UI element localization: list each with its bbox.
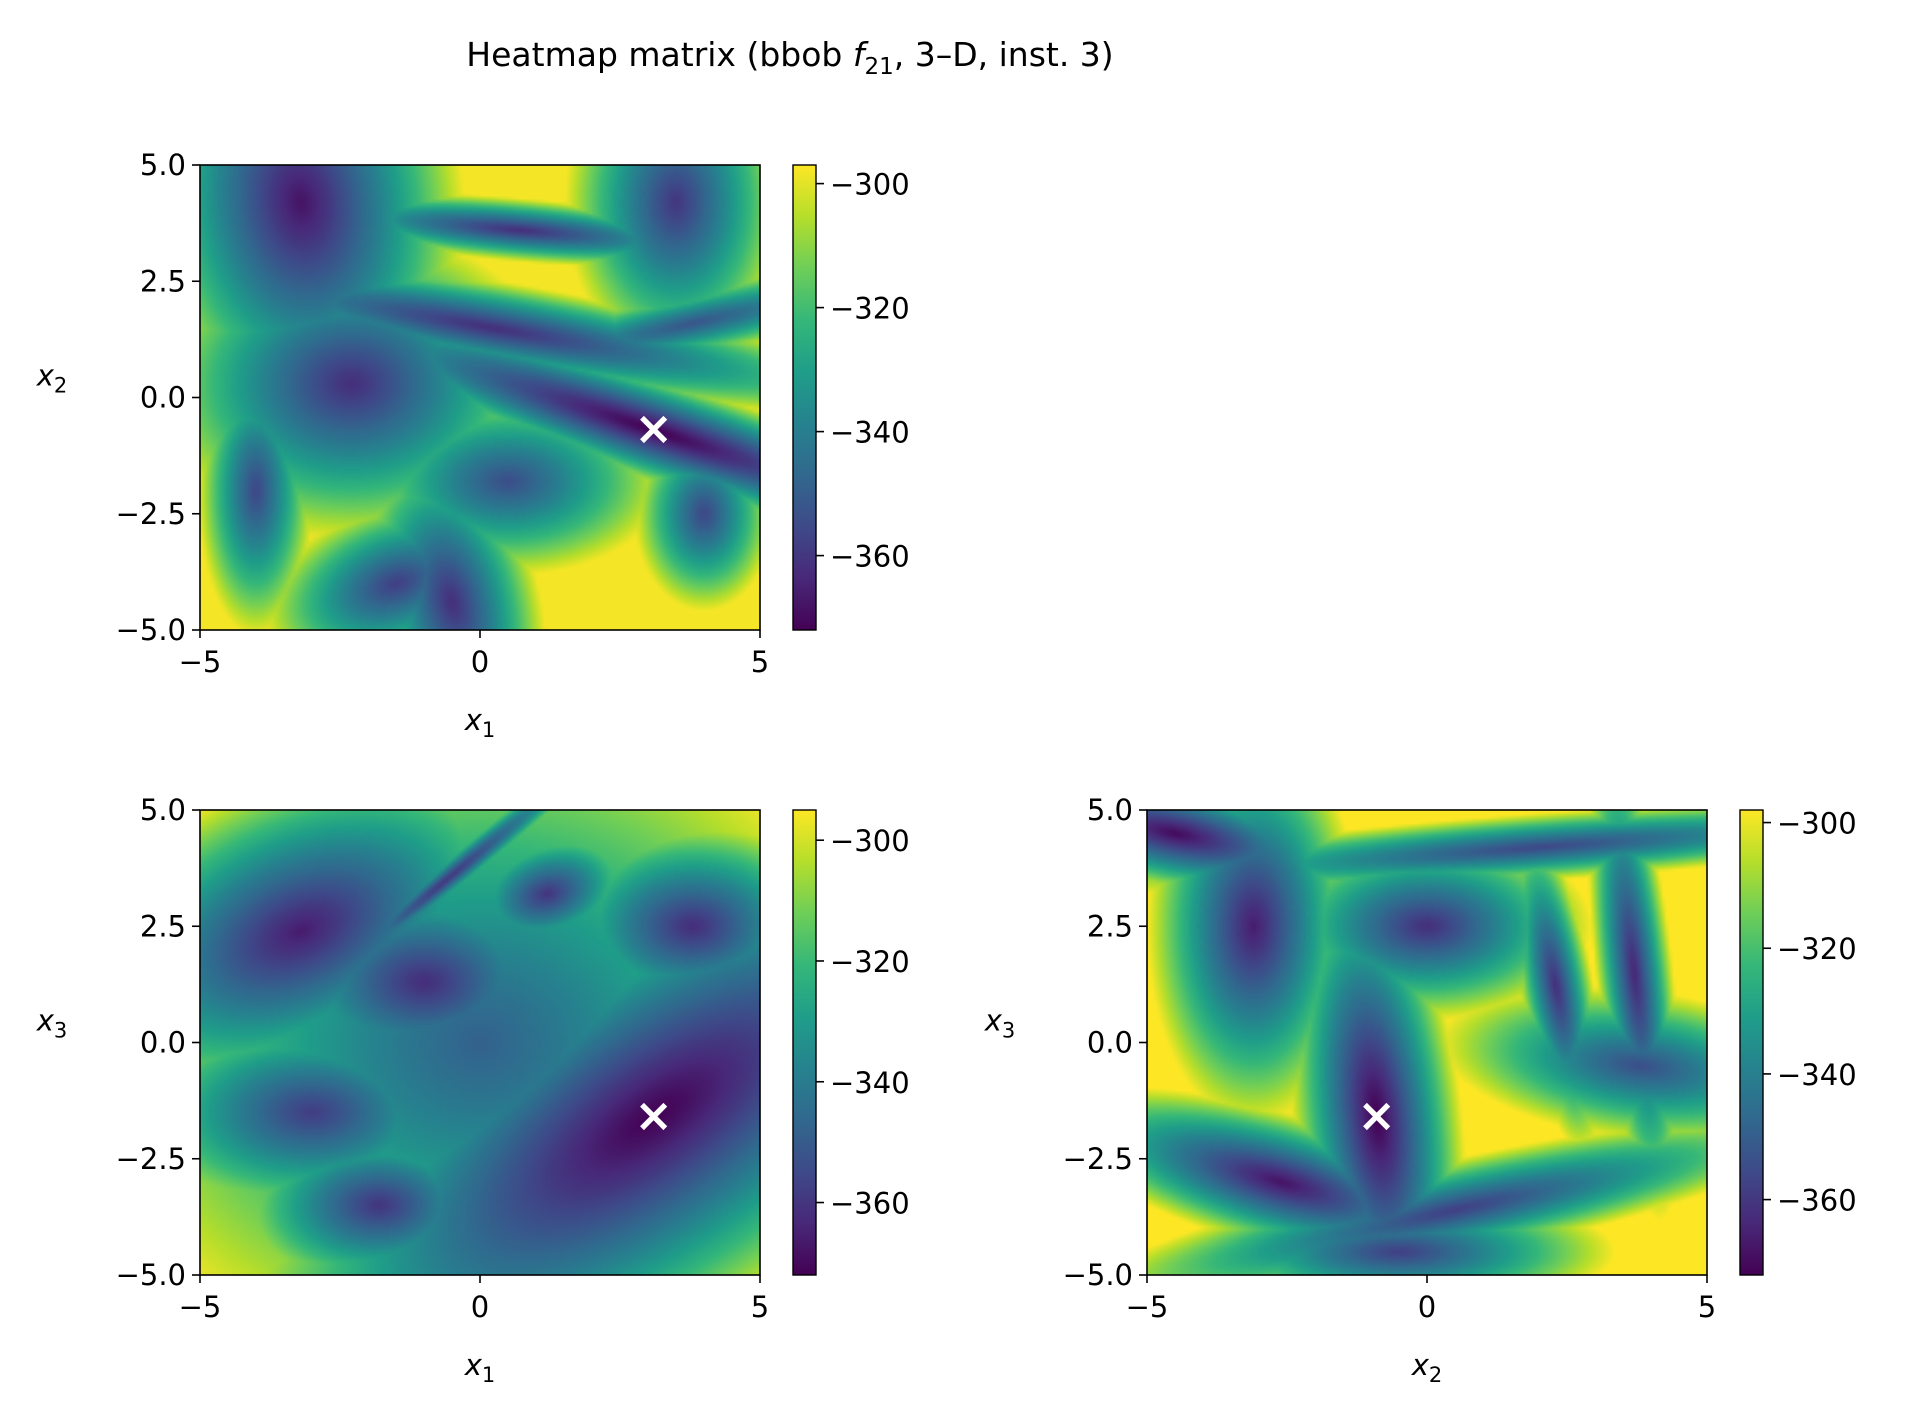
y-tick-label: −2.5 xyxy=(116,497,186,531)
colorbar-tick-label: −320 xyxy=(1777,932,1857,966)
x-axis-label: x1 xyxy=(464,1348,496,1387)
y-tick-label: −5.0 xyxy=(116,613,186,647)
x-tick-label: −5 xyxy=(1126,1290,1169,1324)
heatmap-panel-x2-x3: × −5 0 5 −5.0 −2.5 0.0 2.5 5.0 x2 x3 −300 −320 −340 −3… xyxy=(984,793,1857,1387)
y-tick-label: −5.0 xyxy=(1063,1258,1133,1292)
panel-container: × −5 0 5 −5.0 −2.5 0.0 2.5 5.0 x1 x2 −300 −320 −340 −3… xyxy=(36,148,1857,1387)
y-tick-label: 5.0 xyxy=(140,793,186,827)
heatmap-image xyxy=(200,810,760,1275)
colorbar xyxy=(1739,809,1764,1276)
heatmap-image xyxy=(200,165,760,630)
y-tick-label: 2.5 xyxy=(140,909,186,943)
optimum-marker: × xyxy=(634,1088,673,1142)
y-tick-label: 2.5 xyxy=(140,264,186,298)
y-tick-label: −2.5 xyxy=(1063,1142,1133,1176)
heatmap-panel-x1-x3: × −5 0 5 −5.0 −2.5 0.0 2.5 5.0 x1 x3 −300 −320 −340 −3… xyxy=(36,793,910,1387)
x-axis-label: x1 xyxy=(464,703,496,742)
colorbar xyxy=(792,164,817,631)
x-tick-label: 5 xyxy=(1698,1290,1716,1324)
colorbar-tick-label: −300 xyxy=(830,824,910,858)
y-tick-label: 2.5 xyxy=(1087,909,1133,943)
x-tick-label: 0 xyxy=(1418,1290,1436,1324)
colorbar-tick-label: −340 xyxy=(1777,1058,1857,1092)
y-tick-label: 0.0 xyxy=(1087,1026,1133,1060)
colorbar-tick-label: −360 xyxy=(830,1187,910,1221)
optimum-marker: × xyxy=(634,401,673,455)
x-tick-label: −5 xyxy=(179,1290,222,1324)
y-tick-label: −2.5 xyxy=(116,1142,186,1176)
heatmap-panel-x1-x2: × −5 0 5 −5.0 −2.5 0.0 2.5 5.0 x1 x2 −300 −320 −340 −3… xyxy=(36,148,910,742)
y-tick-label: 0.0 xyxy=(140,1026,186,1060)
heatmap-image xyxy=(1147,810,1707,1275)
y-tick-label: 0.0 xyxy=(140,381,186,415)
x-tick-label: 0 xyxy=(471,645,489,679)
x-axis-label: x2 xyxy=(1411,1348,1443,1387)
colorbar-tick-label: −300 xyxy=(1777,807,1857,841)
colorbar-tick-label: −320 xyxy=(830,292,910,326)
x-tick-label: −5 xyxy=(179,645,222,679)
colorbar xyxy=(792,809,817,1276)
y-axis-label: x3 xyxy=(984,1004,1016,1043)
y-axis-label: x2 xyxy=(36,359,68,398)
x-tick-label: 5 xyxy=(751,1290,769,1324)
colorbar-tick-label: −300 xyxy=(830,168,910,202)
y-axis-label: x3 xyxy=(36,1004,68,1043)
colorbar-tick-label: −320 xyxy=(830,945,910,979)
y-tick-label: 5.0 xyxy=(1087,793,1133,827)
optimum-marker: × xyxy=(1357,1088,1396,1142)
figure-title: Heatmap matrix (bbob f21, 3–D, inst. 3) xyxy=(466,35,1113,80)
colorbar-tick-label: −340 xyxy=(830,1066,910,1100)
y-tick-label: −5.0 xyxy=(116,1258,186,1292)
x-tick-label: 5 xyxy=(751,645,769,679)
colorbar-tick-label: −360 xyxy=(830,540,910,574)
colorbar-tick-label: −360 xyxy=(1777,1184,1857,1218)
x-tick-label: 0 xyxy=(471,1290,489,1324)
y-tick-label: 5.0 xyxy=(140,148,186,182)
colorbar-tick-label: −340 xyxy=(830,416,910,450)
